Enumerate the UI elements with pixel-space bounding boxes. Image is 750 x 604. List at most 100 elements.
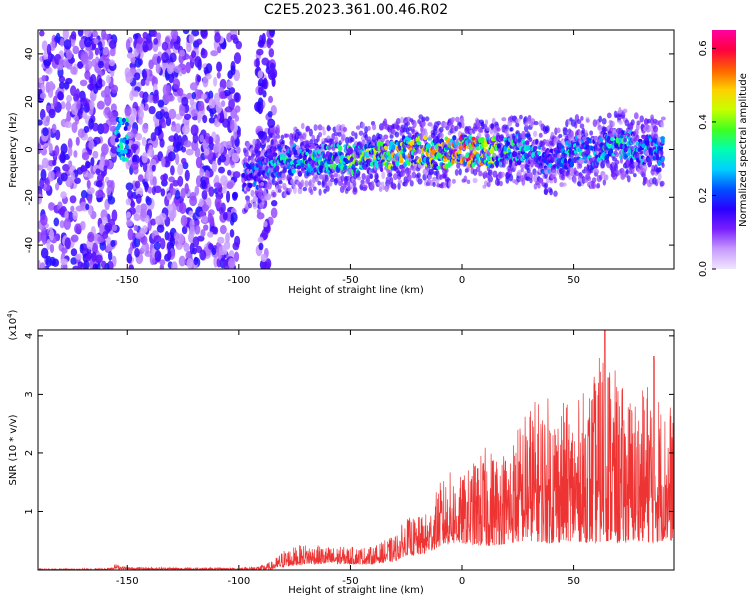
heatmap-cell [133,224,139,232]
heatmap-cell [233,92,241,103]
heatmap-cell [597,124,603,131]
heatmap-cell [639,115,644,123]
heatmap-cell [380,181,385,187]
heatmap-cell [70,31,77,40]
heatmap-cell [181,96,189,107]
heatmap-cell [201,179,207,189]
heatmap-cell [133,213,141,222]
heatmap-cell [40,169,47,181]
heatmap-cell [166,64,174,75]
heatmap-cell [630,119,635,126]
heatmap-cell [125,182,134,191]
heatmap-cell [585,149,591,155]
heatmap-cell [393,173,398,181]
heatmap-cell [189,218,195,231]
heatmap-cell [38,119,43,126]
heatmap-cell [333,131,339,137]
heatmap-cell [396,124,401,131]
heatmap-cell [525,176,531,182]
heatmap-cell [567,139,572,145]
heatmap-cell [551,169,557,178]
heatmap-cell [67,138,73,150]
heatmap-cell [196,38,203,45]
heatmap-cell [275,164,280,172]
heatmap-cell [466,179,471,184]
heatmap-cell [267,111,273,118]
heatmap-cell [186,43,192,53]
heatmap-cell [40,214,48,226]
heatmap-cell [454,144,460,151]
heatmap-cell [97,60,104,69]
heatmap-cell [329,152,333,158]
heatmap-cell [304,180,309,188]
heatmap-cell [183,113,192,120]
figure-title: C2E5.2023.361.00.46.R02 [264,2,448,18]
heatmap-cell [55,171,62,178]
heatmap-cell [170,187,177,195]
heatmap-cell [77,61,84,69]
heatmap-cell [655,154,660,161]
heatmap-cell [110,146,119,154]
heatmap-cell [443,172,448,178]
heatmap-cell [70,85,77,97]
heatmap-cell [135,132,143,141]
heatmap-cell [175,153,180,165]
heatmap-cell [46,238,51,251]
heatmap-cell [153,89,159,97]
heatmap-cell [124,156,129,162]
heatmap-cell [255,57,260,69]
heatmap-cell [144,183,150,190]
heatmap-cell [111,209,118,222]
heatmap-cell [269,62,276,70]
heatmap-cell [427,122,433,127]
heatmap-cell [256,212,265,220]
snr-ytick-label: 4 [24,333,35,339]
heatmap-cell [472,177,478,184]
heatmap-cell [157,99,165,108]
heatmap-cell [134,57,142,68]
heatmap-cell [436,120,442,126]
heatmap-cell [75,136,80,146]
heatmap-cell [85,161,92,169]
heatmap-cell [101,216,108,225]
heatmap-cell [612,128,617,135]
heatmap-cell [77,30,84,37]
heatmap-cell [218,166,225,174]
heatmap-cell [179,49,186,57]
heatmap-cell [525,144,530,151]
spectrogram-xlabel: Height of straight line (km) [288,285,424,296]
heatmap-cell [208,136,214,145]
heatmap-cell [52,95,58,107]
heatmap-cell [478,170,483,177]
heatmap-cell [538,177,544,184]
spectrogram-xtick-label: -50 [342,275,358,286]
heatmap-cell [366,125,371,131]
spectrogram-cells [38,30,666,269]
heatmap-cell [72,265,80,269]
heatmap-cell [208,117,215,124]
heatmap-cell [119,149,124,155]
heatmap-cell [189,82,198,91]
heatmap-cell [594,168,600,175]
heatmap-cell [322,153,326,160]
heatmap-cell [591,181,596,190]
heatmap-cell [211,160,217,173]
heatmap-cell [650,114,654,121]
heatmap-cell [216,142,225,154]
heatmap-cell [205,63,213,74]
heatmap-cell [60,258,68,266]
heatmap-cell [126,52,134,59]
heatmap-cell [509,127,514,132]
heatmap-cell [108,59,116,67]
heatmap-cell [139,227,146,238]
heatmap-cell [264,258,272,269]
heatmap-cell [87,231,95,243]
heatmap-cell [581,127,586,135]
heatmap-cell [242,182,247,187]
heatmap-cell [355,125,361,130]
heatmap-cell [47,202,55,211]
heatmap-cell [199,249,207,261]
heatmap-cell [48,108,56,119]
heatmap-cell [65,101,72,112]
heatmap-cell [337,145,343,152]
